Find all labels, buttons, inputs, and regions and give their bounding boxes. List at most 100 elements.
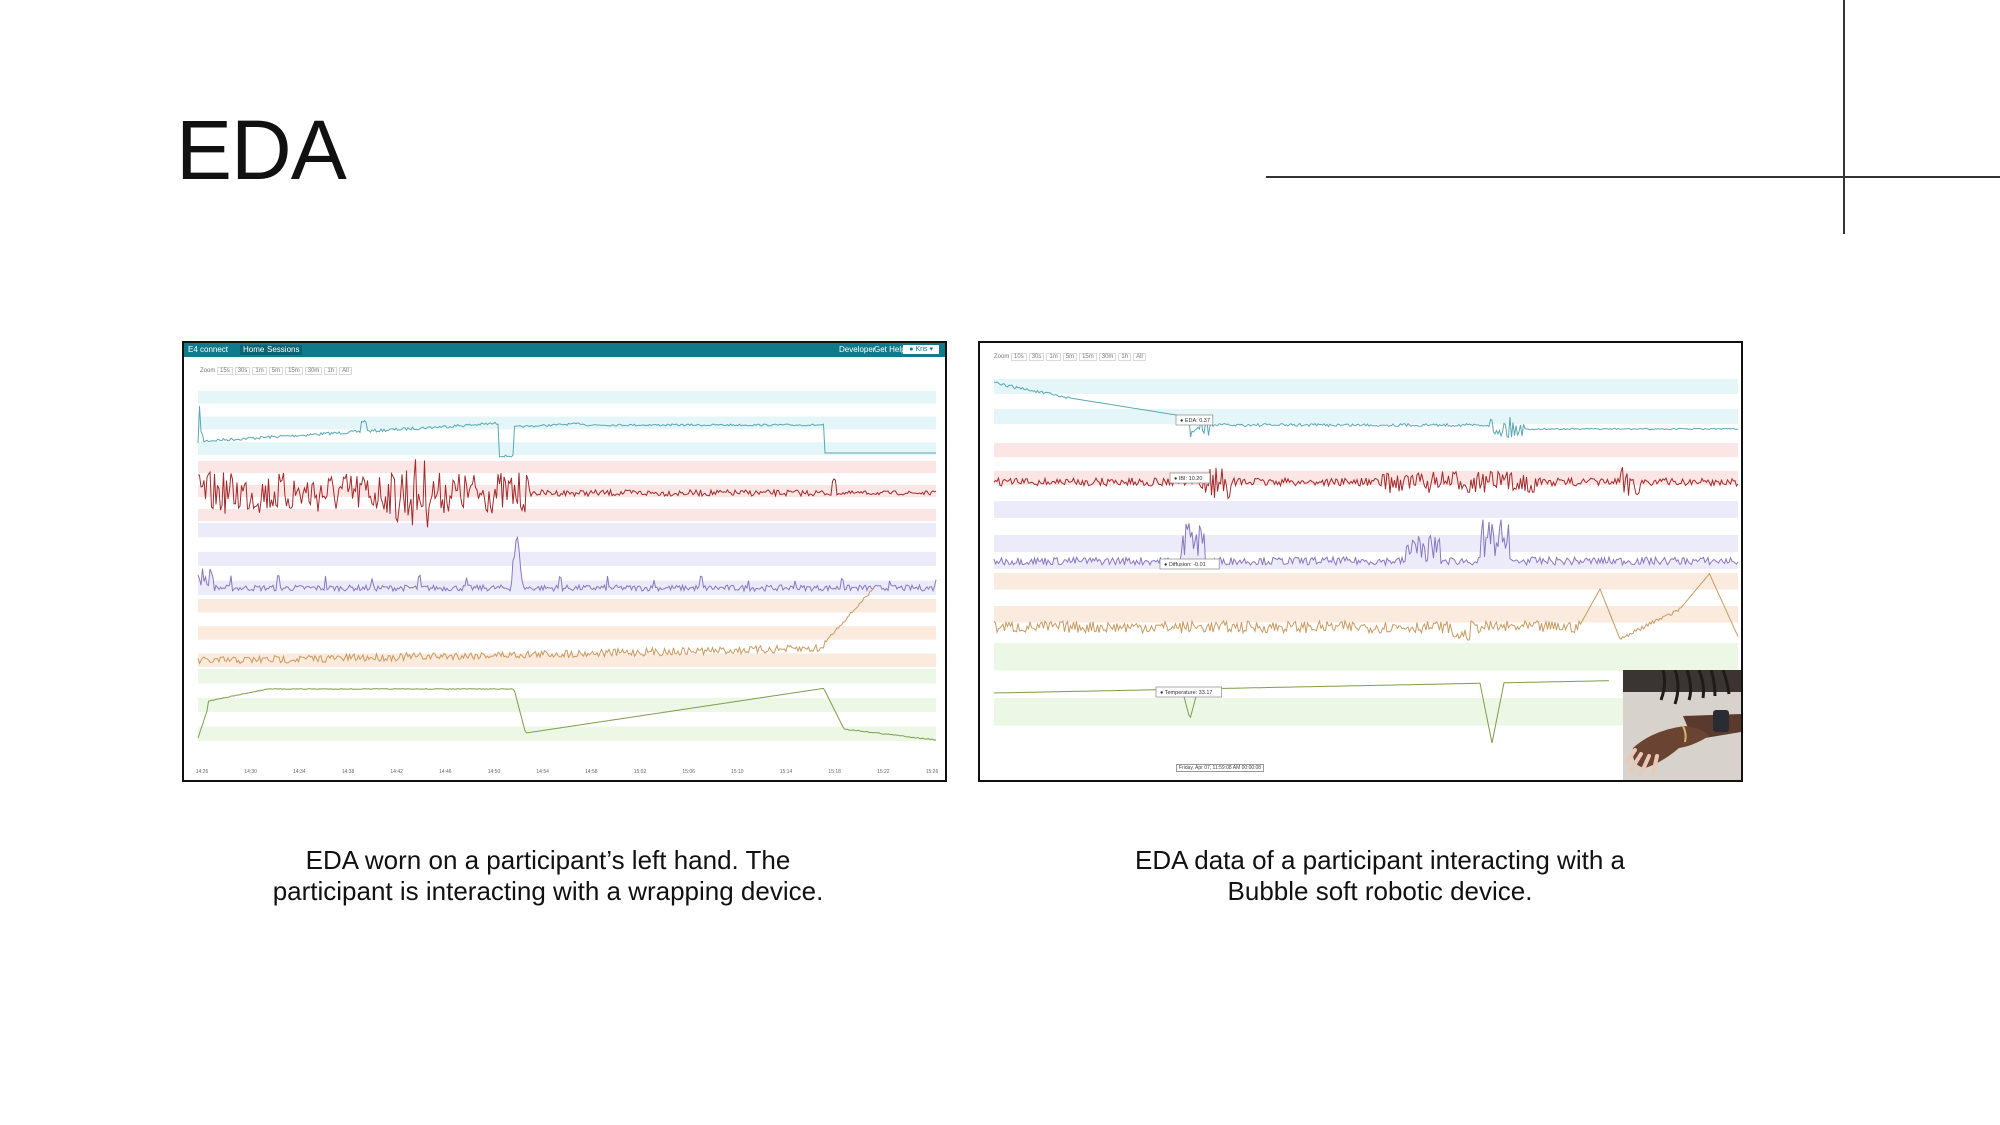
plot-band [994, 457, 1738, 471]
decorative-horizontal-line [1266, 176, 2000, 178]
zoom-option[interactable]: 1m [1046, 353, 1061, 361]
plot-band [994, 606, 1738, 623]
slide-title: EDA [176, 103, 347, 197]
plot-band [198, 566, 936, 581]
hand-photo-illustration [1623, 670, 1741, 780]
time-tick-label: 15:18 [828, 769, 841, 775]
plot-band [994, 409, 1738, 424]
zoom-option[interactable]: 30m [304, 367, 323, 375]
zoom-label: Zoom [200, 368, 216, 374]
zoom-option[interactable]: All [1133, 353, 1146, 361]
plot-band [994, 379, 1738, 394]
zoom-bar: Zoom 15s 30s 1m 5m 15m 30m 1h All [200, 367, 354, 375]
zoom-option[interactable]: 15m [1079, 353, 1097, 361]
chevron-down-icon: ▾ [927, 346, 933, 353]
zoom-option[interactable]: 15s [217, 367, 233, 375]
acc-trace-area [994, 519, 1738, 569]
tab-sessions[interactable]: Sessions [264, 345, 303, 355]
plot-band [994, 725, 1738, 753]
link-get-help[interactable]: Get Help [874, 345, 906, 354]
value-tooltip [1155, 686, 1222, 698]
zoom-option[interactable]: 30s [1028, 353, 1045, 361]
plot-band [994, 424, 1738, 439]
plot-band [994, 501, 1738, 518]
plot-band [198, 697, 936, 713]
plot-band [198, 712, 936, 727]
zoom-label: Zoom [994, 354, 1010, 360]
time-tick-label: 14:58 [585, 769, 598, 775]
plot-band [198, 612, 936, 627]
zoom-option[interactable]: 1m [252, 367, 267, 375]
plot-band [994, 485, 1738, 499]
eda-trace [197, 406, 936, 458]
time-tick-label: 15:26 [926, 769, 939, 775]
value-tooltip-text: ● Diffusion: -0.01 [1164, 562, 1206, 568]
plot-band [994, 535, 1738, 552]
user-icon: ● [909, 346, 916, 353]
time-tick-label: 14:26 [196, 769, 209, 775]
plot-band [198, 551, 936, 567]
caption-left-line-2: participant is interacting with a wrappi… [272, 876, 824, 906]
user-menu[interactable]: ● Kris ▾ [903, 345, 939, 354]
plot-band [994, 518, 1738, 535]
zoom-bar: Zoom 10s 30s 1m 5m 15m 30m 1h All [994, 353, 1148, 361]
time-tick-label: 15:22 [877, 769, 890, 775]
zoom-option[interactable]: 10s [1011, 353, 1027, 361]
time-tick-label: 15:10 [731, 769, 744, 775]
caption-right-line-2: Bubble soft robotic device. [1227, 876, 1533, 906]
plot-band [994, 643, 1738, 671]
zoom-option[interactable]: 1h [1118, 353, 1132, 361]
value-tooltip [1159, 558, 1220, 570]
tab-home[interactable]: Home [240, 345, 268, 355]
time-tick-label: 14:38 [342, 769, 355, 775]
zoom-option[interactable]: 1h [324, 367, 338, 375]
plot-band [198, 473, 936, 485]
caption-right: EDA data of a participant interacting wi… [1000, 845, 1760, 907]
time-tick-label: 14:42 [390, 769, 403, 775]
link-developer[interactable]: Developer [839, 345, 876, 354]
plot-band [198, 403, 936, 417]
plot-band [198, 461, 936, 473]
app-name: E4 connect [188, 345, 229, 354]
zoom-option[interactable]: 5m [268, 367, 284, 375]
left-signal-plots: 14:26 14:30 14:34 14:38 14:42 14:46 14:50 14:54… [196, 391, 939, 775]
plot-band [198, 537, 936, 552]
right-signal-screenshot: Zoom 10s 30s 1m 5m 15m 30m 1h All ● EDA: 0.37 ● … [978, 341, 1743, 782]
plot-band [994, 443, 1738, 457]
zoom-option[interactable]: 15m [285, 367, 303, 375]
caption-left-line-1: EDA worn on a participant’s left hand. T… [305, 845, 791, 875]
plot-band [994, 394, 1738, 409]
zoom-option[interactable]: 30m [1098, 353, 1117, 361]
zoom-option[interactable]: All [339, 367, 352, 375]
value-tooltip-text: ● Temperature: 33.17 [1160, 690, 1212, 696]
plot-band [198, 639, 936, 654]
bvp-trace [993, 466, 1739, 500]
time-tick-label: 14:54 [536, 769, 549, 775]
decorative-vertical-line [1843, 0, 1845, 234]
plot-band [198, 523, 936, 538]
app-header-bar: E4 connect Home Sessions Developer Get H… [184, 343, 945, 357]
value-tooltip [1169, 472, 1211, 484]
plot-band [198, 416, 936, 430]
plot-band [994, 670, 1738, 698]
plot-band [198, 442, 936, 455]
plot-band [198, 429, 936, 443]
zoom-option[interactable]: 5m [1062, 353, 1078, 361]
caption-right-line-1: EDA data of a participant interacting wi… [1135, 845, 1625, 875]
bvp-trace [197, 459, 937, 528]
plot-band [198, 626, 936, 640]
plot-band [198, 726, 936, 741]
time-tick-label: 15:02 [634, 769, 647, 775]
time-tick-label: 15:06 [682, 769, 695, 775]
time-tick-label: 14:46 [439, 769, 452, 775]
value-tooltip [1175, 414, 1214, 426]
plot-band [198, 497, 936, 509]
eda-trace [993, 381, 1739, 438]
time-tooltip: Friday, Apr 07, 11:59:08 AM 00:00:08 [1176, 764, 1265, 772]
zoom-option[interactable]: 30s [234, 367, 251, 375]
plot-band [198, 391, 936, 404]
plot-band [994, 698, 1738, 726]
plot-band [198, 683, 936, 698]
right-signal-plots: ● EDA: 0.37 ● IBI: 10.20 ● Diffusion: -0.0… [993, 379, 1739, 753]
hr-trace [993, 572, 1739, 641]
